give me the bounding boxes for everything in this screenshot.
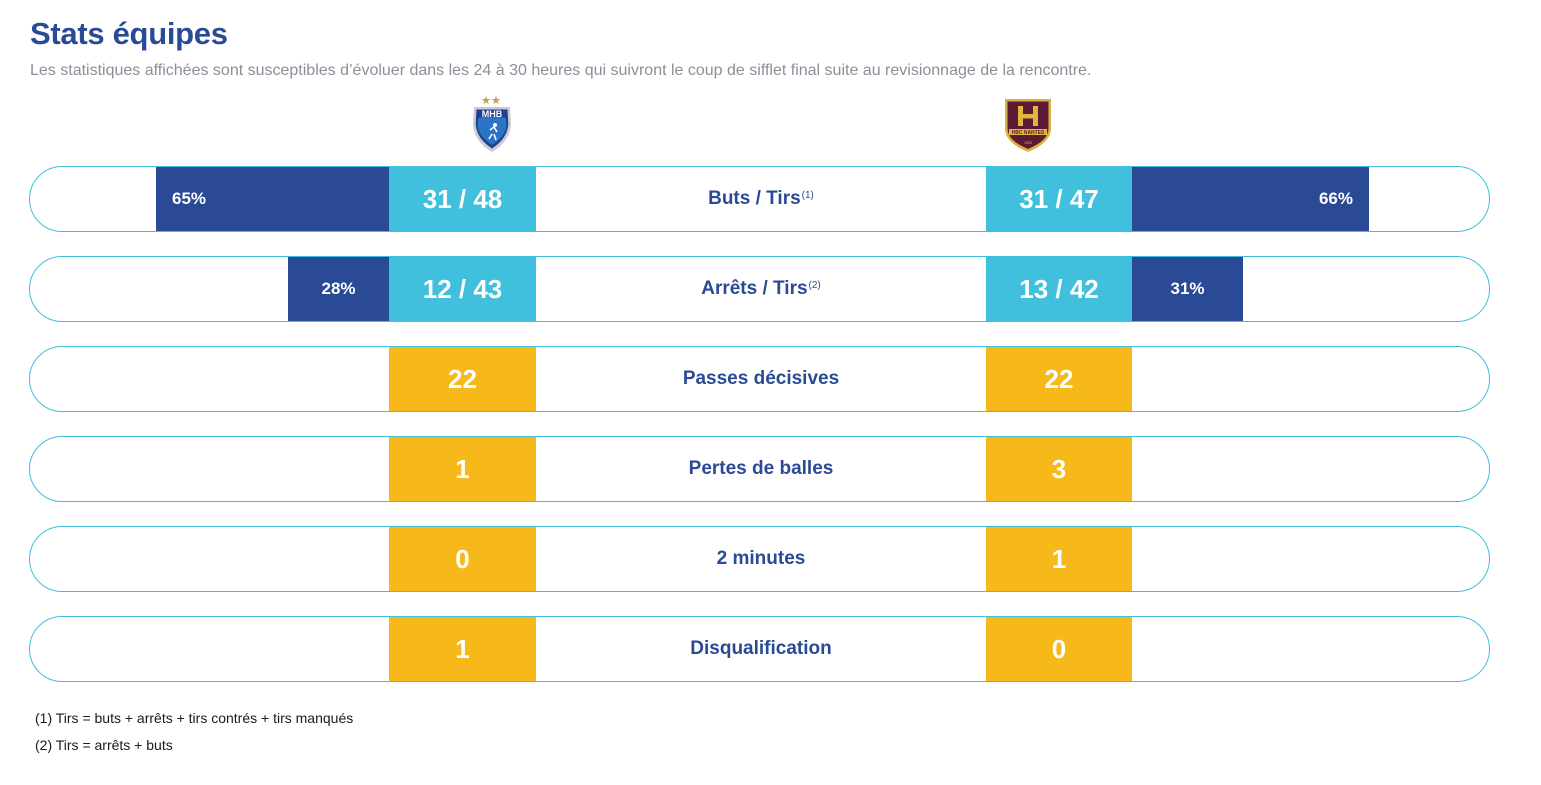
stat-label-text: Buts / Tirs <box>708 188 801 209</box>
stat-label: Disqualification <box>536 617 986 681</box>
stat-row-arrets-tirs: 28% 12 / 43 Arrêts / Tirs (2) 13 / 42 31% <box>29 256 1490 322</box>
stat-label: Buts / Tirs (1) <box>536 167 986 231</box>
stat-row-buts-tirs: 65% 31 / 48 Buts / Tirs (1) 31 / 47 66% <box>29 166 1490 232</box>
stat-label: Passes décisives <box>536 347 986 411</box>
home-stat-value: 1 <box>389 617 536 681</box>
page-subtitle: Les statistiques affichées sont suscepti… <box>30 62 1092 79</box>
home-stat-value: 31 / 48 <box>389 167 536 231</box>
home-stat-value: 12 / 43 <box>389 257 536 321</box>
footnote-1: (1) Tirs = buts + arrêts + tirs contrés … <box>35 710 354 726</box>
stat-label-text: Passes décisives <box>682 368 840 389</box>
home-stat-value: 22 <box>389 347 536 411</box>
home-stat-value: 0 <box>389 527 536 591</box>
montpellier-mhb-logo-icon: MHB <box>462 94 522 154</box>
svg-text:MHB: MHB <box>482 109 503 119</box>
footnote-2: (2) Tirs = arrêts + buts <box>35 737 173 753</box>
away-stat-value: 1 <box>986 527 1132 591</box>
page-title: Stats équipes <box>30 16 228 51</box>
stat-row-pertes-de-balles: 1 Pertes de balles 3 <box>29 436 1490 502</box>
stat-row-disqualification: 1 Disqualification 0 <box>29 616 1490 682</box>
stat-row-2-minutes: 0 2 minutes 1 <box>29 526 1490 592</box>
stat-label: Arrêts / Tirs (2) <box>536 257 986 321</box>
away-stat-value: 31 / 47 <box>986 167 1132 231</box>
away-percentage-bar: 66% <box>1132 167 1369 231</box>
svg-text:1953: 1953 <box>1024 141 1032 145</box>
away-stat-value: 13 / 42 <box>986 257 1132 321</box>
home-percentage-bar: 65% <box>156 167 389 231</box>
footnote-ref: (1) <box>801 189 814 201</box>
away-stat-value: 3 <box>986 437 1132 501</box>
home-stat-value: 1 <box>389 437 536 501</box>
stat-row-passes-decisives: 22 Passes décisives 22 <box>29 346 1490 412</box>
stat-label: Pertes de balles <box>536 437 986 501</box>
stat-label-text: Disqualification <box>690 638 832 659</box>
home-percentage-label: 28% <box>321 279 356 298</box>
stat-label-text: 2 minutes <box>716 548 806 569</box>
away-stat-value: 0 <box>986 617 1132 681</box>
hbc-nantes-logo-icon: HBC NANTES 1953 <box>998 94 1058 154</box>
stat-label-text: Pertes de balles <box>688 458 834 479</box>
away-stat-value: 22 <box>986 347 1132 411</box>
away-percentage-label: 31% <box>1170 279 1205 298</box>
footnote-ref: (2) <box>808 279 821 291</box>
away-percentage-bar: 31% <box>1132 257 1243 321</box>
away-percentage-label: 66% <box>1318 189 1353 208</box>
home-percentage-bar: 28% <box>288 257 389 321</box>
home-percentage-label: 65% <box>172 189 207 208</box>
stat-label: 2 minutes <box>536 527 986 591</box>
stat-label-text: Arrêts / Tirs <box>701 278 808 299</box>
svg-text:HBC NANTES: HBC NANTES <box>1012 130 1045 136</box>
